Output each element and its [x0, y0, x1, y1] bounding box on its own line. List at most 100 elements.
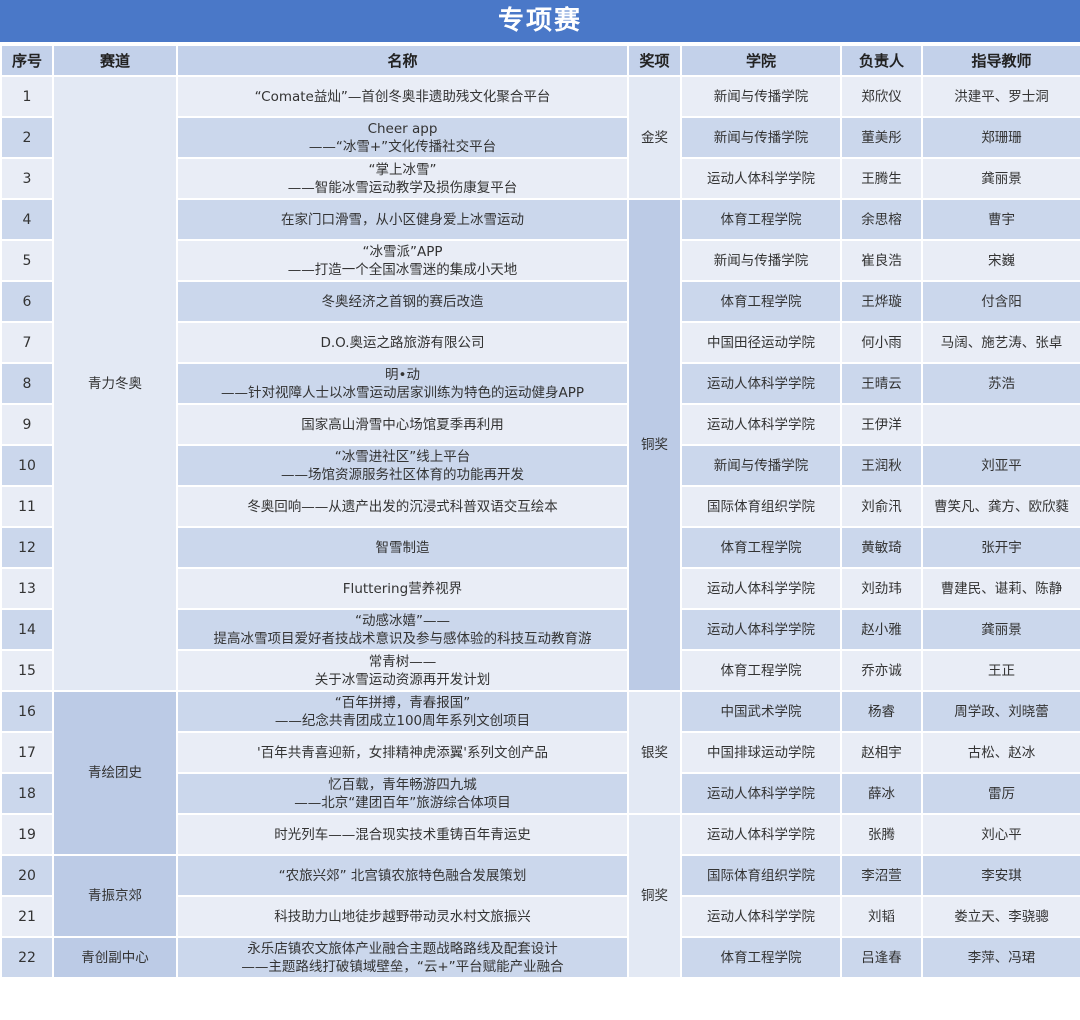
- header-leader: 负责人: [840, 44, 923, 77]
- teacher-cell: 苏浩: [921, 362, 1080, 405]
- teacher-cell: 曹建民、谌莉、陈静: [921, 567, 1080, 610]
- leader-cell: 张腾: [840, 813, 923, 856]
- college-cell: 运动人体科学学院: [680, 567, 842, 610]
- college-cell: 运动人体科学学院: [680, 608, 842, 651]
- leader-cell: 余思榕: [840, 198, 923, 241]
- name-line: 科技助力山地徒步越野带动灵水村文旅振兴: [274, 908, 531, 925]
- award-cell: 铜奖: [627, 198, 682, 692]
- name-cell: 常青树—— 关于冰雪运动资源再开发计划: [176, 649, 629, 692]
- college-cell: 体育工程学院: [680, 198, 842, 241]
- teacher-cell: 付含阳: [921, 280, 1080, 323]
- table-row: 3 “掌上冰雪” ——智能冰雪运动教学及损伤康复平台 运动人体科学学院 王腾生 龚丽景: [0, 157, 1080, 200]
- college-cell: 运动人体科学学院: [680, 813, 842, 856]
- seq-cell: 16: [0, 690, 54, 733]
- award-cell: 银奖: [627, 690, 682, 815]
- teacher-cell: 曹宇: [921, 198, 1080, 241]
- name-cell: D.O.奥运之路旅游有限公司: [176, 321, 629, 364]
- name-line: ——针对视障人士以冰雪运动居家训练为特色的运动健身APP: [220, 384, 585, 401]
- teacher-cell: 洪建平、罗士洞: [921, 75, 1080, 118]
- name-line: “冰雪派”APP: [362, 243, 443, 260]
- track-cell: 青绘团史: [52, 690, 178, 856]
- name-cell: 冬奥经济之首钢的赛后改造: [176, 280, 629, 323]
- leader-cell: 杨睿: [840, 690, 923, 733]
- table-row: 20 青振京郊 “农旅兴郊” 北宫镇农旅特色融合发展策划 国际体育组织学院 李沼萱 李安琪: [0, 854, 1080, 938]
- name-line: 永乐店镇农文旅体产业融合主题战略路线及配套设计: [247, 940, 558, 957]
- header-teacher: 指导教师: [921, 44, 1080, 77]
- table-row: 6 冬奥经济之首钢的赛后改造 体育工程学院 王烨璇 付含阳: [0, 280, 1080, 323]
- college-cell: 体育工程学院: [680, 280, 842, 323]
- seq-cell: 22: [0, 936, 54, 979]
- seq-cell: 10: [0, 444, 54, 487]
- name-line: Cheer app: [367, 120, 438, 137]
- seq-cell: 4: [0, 198, 54, 241]
- college-cell: 运动人体科学学院: [680, 157, 842, 200]
- seq-cell: 1: [0, 75, 54, 118]
- leader-cell: 崔良浩: [840, 239, 923, 282]
- teacher-cell: 曹笑凡、龚方、欧欣蕤: [921, 485, 1080, 528]
- leader-cell: 王润秋: [840, 444, 923, 487]
- college-cell: 体育工程学院: [680, 526, 842, 569]
- award-table: 序号 赛道 名称 奖项 学院 负责人 指导教师 1 青力冬奥 “Comate益灿”—首创冬奥非遗…: [0, 44, 1080, 979]
- name-cell: “Comate益灿”—首创冬奥非遗助残文化聚合平台: [176, 75, 629, 118]
- name-cell: 国家高山滑雪中心场馆夏季再利用: [176, 403, 629, 446]
- name-cell: “动感冰嬉”—— 提高冰雪项目爱好者技战术意识及参与感体验的科技互动教育游: [176, 608, 629, 651]
- header-row: 序号 赛道 名称 奖项 学院 负责人 指导教师: [0, 44, 1080, 77]
- table-row: 15 常青树—— 关于冰雪运动资源再开发计划 体育工程学院 乔亦诚 王正: [0, 649, 1080, 692]
- seq-cell: 8: [0, 362, 54, 405]
- seq-cell: 18: [0, 772, 54, 815]
- leader-cell: 刘韬: [840, 895, 923, 938]
- header-track: 赛道: [52, 44, 178, 77]
- table-row: 13 Fluttering营养视界 运动人体科学学院 刘劲玮 曹建民、谌莉、陈静: [0, 567, 1080, 610]
- teacher-cell: 李安琪: [921, 854, 1080, 897]
- name-line: 提高冰雪项目爱好者技战术意识及参与感体验的科技互动教育游: [213, 630, 592, 647]
- seq-cell: 12: [0, 526, 54, 569]
- leader-cell: 刘俞汛: [840, 485, 923, 528]
- seq-cell: 17: [0, 731, 54, 774]
- header-seq: 序号: [0, 44, 54, 77]
- college-cell: 运动人体科学学院: [680, 403, 842, 446]
- leader-cell: 赵相宇: [840, 731, 923, 774]
- college-cell: 新闻与传播学院: [680, 444, 842, 487]
- table-row: 9 国家高山滑雪中心场馆夏季再利用 运动人体科学学院 王伊洋: [0, 403, 1080, 446]
- college-cell: 新闻与传播学院: [680, 75, 842, 118]
- table-row: 14 “动感冰嬉”—— 提高冰雪项目爱好者技战术意识及参与感体验的科技互动教育游 运动…: [0, 608, 1080, 651]
- name-cell: Cheer app ——“冰雪+”文化传播社交平台: [176, 116, 629, 159]
- table-row: 2 Cheer app ——“冰雪+”文化传播社交平台 新闻与传播学院 董美彤 郑珊珊: [0, 116, 1080, 159]
- table-row: 5 “冰雪派”APP ——打造一个全国冰雪迷的集成小天地 新闻与传播学院 崔良浩 宋巍: [0, 239, 1080, 282]
- name-cell: 明•动 ——针对视障人士以冰雪运动居家训练为特色的运动健身APP: [176, 362, 629, 405]
- header-college: 学院: [680, 44, 842, 77]
- name-line: 国家高山滑雪中心场馆夏季再利用: [301, 416, 504, 433]
- name-line: 时光列车——混合现实技术重铸百年青运史: [274, 826, 531, 843]
- teacher-cell: 娄立天、李骁骢: [921, 895, 1080, 938]
- college-cell: 新闻与传播学院: [680, 116, 842, 159]
- name-line: “Comate益灿”—首创冬奥非遗助残文化聚合平台: [254, 88, 551, 105]
- seq-cell: 7: [0, 321, 54, 364]
- teacher-cell: 马阔、施艺涛、张卓: [921, 321, 1080, 364]
- table-row: 17 '百年共青喜迎新，女排精神虎添翼'系列文创产品 中国排球运动学院 赵相宇 古松、赵…: [0, 731, 1080, 774]
- leader-cell: 王烨璇: [840, 280, 923, 323]
- leader-cell: 王伊洋: [840, 403, 923, 446]
- teacher-cell: 张开宇: [921, 526, 1080, 569]
- seq-cell: 19: [0, 813, 54, 856]
- seq-cell: 6: [0, 280, 54, 323]
- college-cell: 体育工程学院: [680, 649, 842, 692]
- name-cell: 智雪制造: [176, 526, 629, 569]
- name-cell: “冰雪进社区”线上平台 ——场馆资源服务社区体育的功能再开发: [176, 444, 629, 487]
- table-row: 1 青力冬奥 “Comate益灿”—首创冬奥非遗助残文化聚合平台 金奖 新闻与传播学院郑…: [0, 75, 1080, 692]
- header-name: 名称: [176, 44, 629, 77]
- leader-cell: 黄敏琦: [840, 526, 923, 569]
- name-line: ——智能冰雪运动教学及损伤康复平台: [287, 179, 518, 196]
- teacher-cell: 雷厉: [921, 772, 1080, 815]
- table-row: 8 明•动 ——针对视障人士以冰雪运动居家训练为特色的运动健身APP 运动人体科学学院…: [0, 362, 1080, 405]
- name-cell: “百年拼搏，青春报国” ——纪念共青团成立100周年系列文创项目: [176, 690, 629, 733]
- leader-cell: 王腾生: [840, 157, 923, 200]
- seq-cell: 5: [0, 239, 54, 282]
- seq-cell: 9: [0, 403, 54, 446]
- page-title: 专项赛: [0, 0, 1080, 44]
- leader-cell: 乔亦诚: [840, 649, 923, 692]
- seq-cell: 14: [0, 608, 54, 651]
- track-cell: 青力冬奥: [52, 75, 178, 692]
- table-row: 7 D.O.奥运之路旅游有限公司 中国田径运动学院 何小雨 马阔、施艺涛、张卓: [0, 321, 1080, 364]
- name-line: ——打造一个全国冰雪迷的集成小天地: [287, 261, 518, 278]
- teacher-cell: 龚丽景: [921, 157, 1080, 200]
